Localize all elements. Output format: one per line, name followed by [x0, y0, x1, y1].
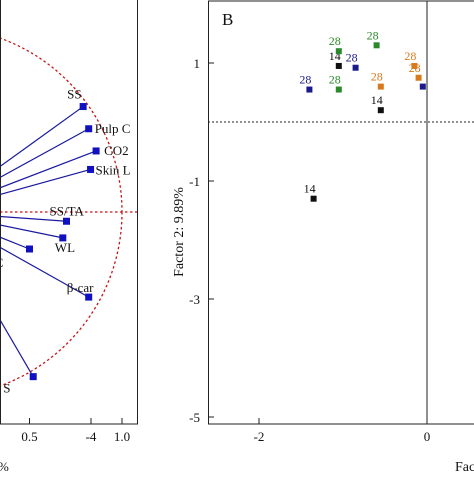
score-point: [42, 205, 48, 211]
x-tick-label: -4: [86, 429, 97, 444]
loading-vector: [0, 212, 33, 377]
point-label: 14: [148, 155, 160, 169]
variable-label: SS/TA: [50, 203, 85, 218]
y-tick-label: -1: [189, 174, 200, 189]
score-point: [75, 146, 81, 152]
variable-label: CO2: [104, 143, 129, 158]
score-point: [336, 63, 342, 69]
panel-b-scores: 1414142828421414140028282842141414282828…: [35, 1, 474, 474]
score-point: [374, 42, 380, 48]
score-point: [306, 87, 312, 93]
y-tick-label: -5: [189, 410, 200, 425]
x-axis-label: %: [0, 459, 9, 474]
loading-marker: [85, 125, 92, 132]
score-point: [378, 107, 384, 113]
score-point: [311, 196, 317, 202]
point-label: 28: [329, 73, 341, 87]
variable-label: β-car: [67, 280, 94, 295]
variable-label: S: [3, 381, 10, 396]
point-label: 28: [346, 51, 358, 65]
score-point: [378, 84, 384, 90]
point-label: 14: [35, 191, 47, 205]
loading-marker: [63, 218, 70, 225]
point-label: 28: [299, 73, 311, 87]
loading-marker: [87, 166, 94, 173]
score-point: [130, 166, 136, 172]
variable-label: WL: [55, 240, 75, 255]
point-label: 0: [147, 164, 153, 178]
point-label: 28: [409, 61, 421, 75]
x-tick-label: 1.0: [114, 429, 130, 444]
score-point: [336, 48, 342, 54]
score-point: [420, 84, 426, 90]
x-tick-label: -2: [254, 429, 265, 444]
score-point: [143, 151, 149, 157]
loading-marker: [30, 373, 37, 380]
point-label: 28: [371, 70, 383, 84]
score-point: [336, 87, 342, 93]
score-point: [151, 178, 157, 184]
variable-label: SS: [67, 87, 81, 102]
score-point: [416, 75, 422, 81]
panel-label: B: [222, 10, 233, 29]
score-point: [353, 65, 359, 71]
point-label: 14: [304, 182, 316, 196]
y-axis-label: Factor 2: 9.89%: [172, 187, 187, 277]
variable-label: Skin L: [96, 162, 131, 177]
point-label: 28: [329, 34, 341, 48]
variable-label: Pulp C: [95, 121, 131, 136]
y-tick-label: 1: [194, 56, 201, 71]
point-label: 28: [367, 28, 379, 42]
score-point: [46, 172, 52, 178]
x-axis-label: Fac: [455, 460, 474, 474]
x-tick-label: 0: [424, 429, 431, 444]
score-point: [155, 169, 161, 175]
score-point: [126, 184, 132, 190]
x-tick-label: 0.5: [21, 429, 37, 444]
y-tick-label: -3: [189, 292, 200, 307]
loading-marker: [93, 147, 100, 154]
loading-marker: [80, 103, 87, 110]
loading-marker: [26, 246, 33, 253]
point-label: 14: [371, 93, 383, 107]
loading-vector: [0, 107, 83, 212]
